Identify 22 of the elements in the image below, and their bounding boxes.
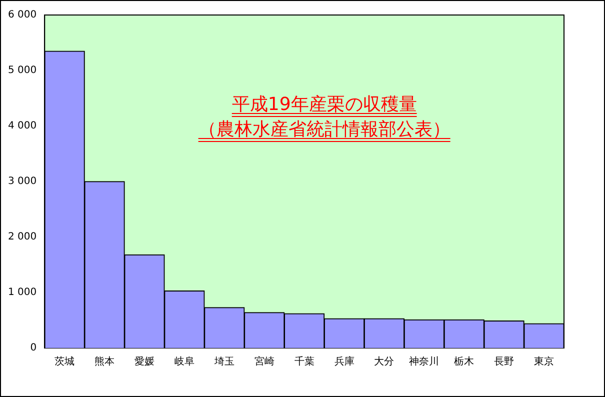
x-tick-label: 熊本 [94,356,115,368]
y-tick-label: 1 000 [8,287,37,298]
x-tick-label: 大分 [374,356,394,368]
x-tick-label: 長野 [494,356,514,368]
text: （農林水産省統計情報部公表） [198,119,450,140]
y-tick-label: 3 000 [8,176,37,188]
x-tick-label: 栃木 [454,356,474,368]
y-tick-label: 0 [30,342,37,354]
x-tick-label: 宮崎 [254,356,274,368]
x-tick-label: 神奈川 [409,356,440,368]
text: 平成19年産栗の収穫量 [232,94,417,115]
y-tick-label: 6 000 [8,10,37,21]
x-tick-label: 埼玉 [213,356,234,368]
x-tick-label: 茨城 [54,356,75,368]
x-tick-label: 岐阜 [174,356,194,368]
x-tick-label: 千葉 [294,356,314,368]
y-tick-label: 4 000 [8,120,37,132]
x-tick-label: 愛媛 [134,356,155,368]
y-tick-label: 2 000 [8,232,37,243]
x-tick-label: 兵庫 [334,356,354,368]
y-tick-label: 5 000 [8,65,37,76]
x-tick-label: 東京 [534,356,554,368]
